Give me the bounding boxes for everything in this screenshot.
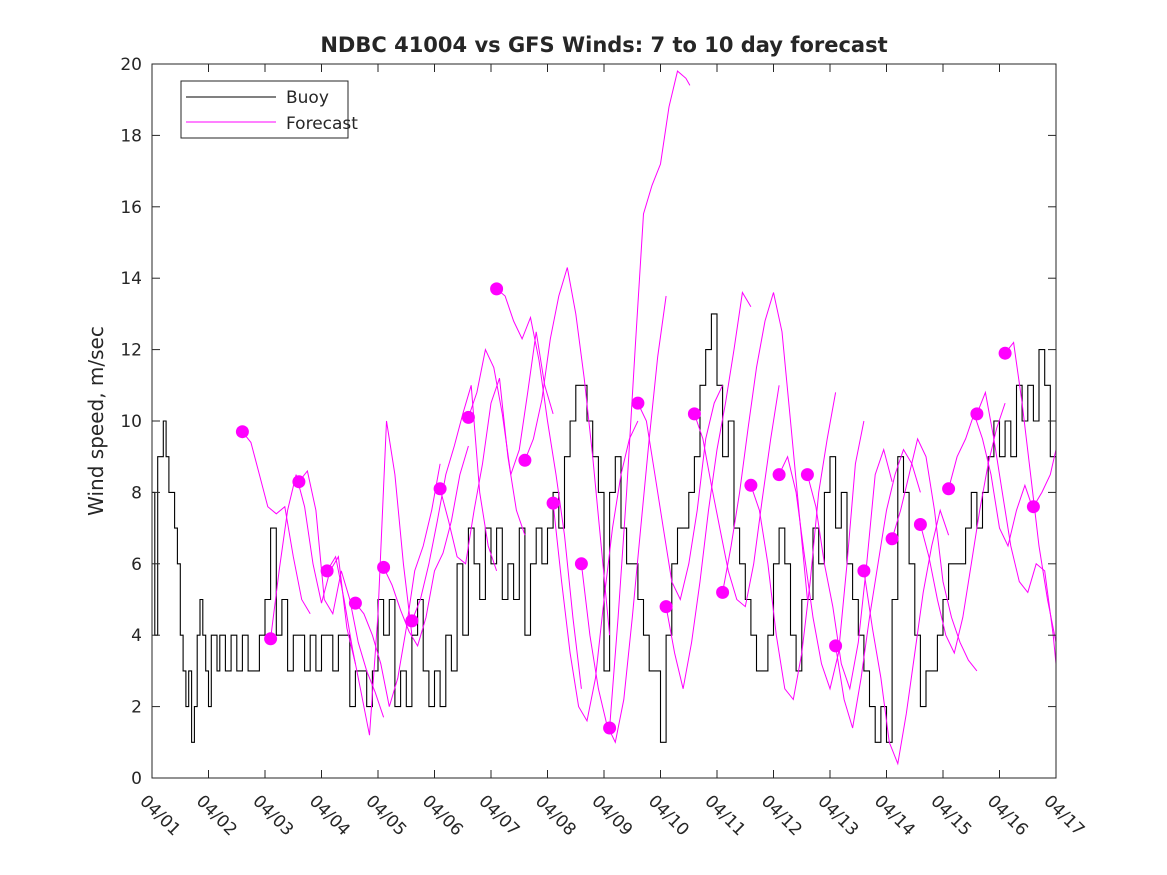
forecast-series-line-9 [467, 331, 554, 475]
forecast-start-marker-19 [744, 478, 758, 492]
forecast-series-line-2 [270, 474, 356, 664]
forecast-series-line-17 [693, 385, 780, 608]
forecast-series-line-16 [665, 291, 752, 689]
forecast-series-line-21 [806, 447, 893, 691]
y-tick-label-6: 6 [131, 555, 142, 575]
forecast-start-marker-23 [857, 564, 871, 578]
x-tick-label-14: 04/15 [926, 791, 975, 840]
forecast-start-marker-1 [235, 425, 249, 439]
forecast-start-marker-18 [716, 585, 730, 599]
legend-box [180, 80, 349, 139]
forecast-series-line-24 [891, 437, 978, 672]
forecast-start-marker-10 [490, 282, 504, 296]
forecast-series-line-27 [976, 390, 1057, 664]
x-tick-label-2: 04/03 [248, 791, 297, 840]
forecast-series-line-7 [411, 385, 498, 622]
forecast-start-marker-22 [829, 639, 843, 653]
forecast-start-marker-13 [574, 557, 588, 571]
forecast-series-line-19 [750, 392, 837, 701]
x-tick-label-1: 04/02 [192, 791, 241, 840]
legend-label-forecast: Forecast [286, 114, 358, 134]
forecast-series-line-20 [778, 420, 865, 691]
forecast-series-line-3 [298, 469, 385, 718]
forecast-start-marker-5 [348, 596, 362, 610]
x-tick-label-4: 04/05 [361, 791, 410, 840]
x-tick-label-5: 04/06 [418, 791, 467, 840]
forecast-start-marker-7 [405, 614, 419, 628]
x-tick-label-6: 04/07 [474, 791, 523, 840]
forecast-series-line-22 [835, 448, 921, 729]
x-tick-label-11: 04/12 [757, 791, 806, 840]
forecast-start-marker-4 [320, 564, 334, 578]
forecast-start-marker-25 [913, 518, 927, 531]
forecast-start-marker-29 [1026, 500, 1040, 514]
forecast-start-marker-11 [518, 453, 532, 467]
forecast-series-line-15 [637, 385, 724, 601]
forecast-start-marker-20 [772, 468, 786, 482]
x-tick-label-15: 04/16 [983, 791, 1032, 840]
y-tick-label-4: 4 [131, 626, 142, 646]
x-tick-label-12: 04/13 [813, 791, 862, 840]
y-tick-label-10: 10 [120, 412, 142, 432]
forecast-series-line-26 [948, 412, 1034, 548]
forecast-start-marker-12 [546, 496, 560, 510]
forecast-series-line-11 [524, 267, 611, 636]
y-tick-label-18: 18 [120, 126, 142, 146]
forecast-start-marker-27 [970, 407, 984, 421]
forecast-start-marker-3 [292, 475, 306, 489]
legend: Buoy Forecast [180, 80, 358, 139]
buoy-series-line [152, 313, 1057, 743]
forecast-start-marker-21 [800, 468, 814, 482]
forecast-series-line-28 [1004, 341, 1057, 643]
forecast-start-marker-8 [433, 482, 447, 496]
forecast-start-marker-9 [461, 410, 475, 424]
forecast-series-line-5 [355, 463, 441, 707]
forecast-series-line-6 [383, 445, 469, 648]
x-tick-label-7: 04/08 [531, 791, 580, 840]
forecast-series-line-23 [863, 508, 950, 766]
y-tick-label-0: 0 [131, 769, 142, 789]
x-tick-label-9: 04/10 [644, 791, 693, 840]
forecast-start-marker-2 [264, 632, 278, 646]
forecast-series-line-13 [580, 295, 667, 744]
x-tick-label-8: 04/09 [587, 791, 636, 840]
forecast-series-line-25 [919, 402, 1006, 655]
forecast-start-marker-6 [377, 560, 391, 574]
forecast-series-line-18 [722, 292, 808, 600]
y-tick-label-8: 8 [131, 483, 142, 503]
x-tick-label-3: 04/04 [305, 791, 354, 840]
series-layer [152, 70, 1057, 766]
x-tick-label-0: 04/01 [135, 791, 184, 840]
forecast-series-line-1 [242, 431, 311, 615]
x-tick-label-10: 04/11 [700, 791, 749, 840]
x-tick-label-16: 04/17 [1039, 791, 1088, 840]
forecast-series-line-10 [496, 288, 582, 689]
forecast-series-line-4 [326, 420, 413, 736]
forecast-series-line-12 [552, 420, 639, 723]
forecast-start-marker-17 [687, 407, 701, 421]
y-tick-label-14: 14 [120, 269, 142, 289]
forecast-series-line-29 [1032, 449, 1057, 507]
forecast-start-marker-26 [942, 482, 956, 496]
forecast-start-marker-24 [885, 532, 899, 546]
y-axis-label: Wind speed, m/sec [84, 326, 108, 516]
y-tick-label-12: 12 [120, 341, 142, 361]
y-tick-label-2: 2 [131, 698, 142, 718]
legend-label-buoy: Buoy [286, 88, 329, 108]
forecast-start-marker-14 [603, 721, 617, 735]
y-tick-label-20: 20 [120, 55, 142, 75]
forecast-start-marker-28 [998, 346, 1012, 360]
chart-title: NDBC 41004 vs GFS Winds: 7 to 10 day for… [320, 33, 887, 57]
forecast-start-marker-15 [631, 396, 645, 410]
forecast-series-line-14 [609, 70, 691, 729]
forecast-start-marker-16 [659, 600, 673, 614]
x-tick-label-13: 04/14 [870, 791, 919, 840]
y-tick-label-16: 16 [120, 198, 142, 218]
